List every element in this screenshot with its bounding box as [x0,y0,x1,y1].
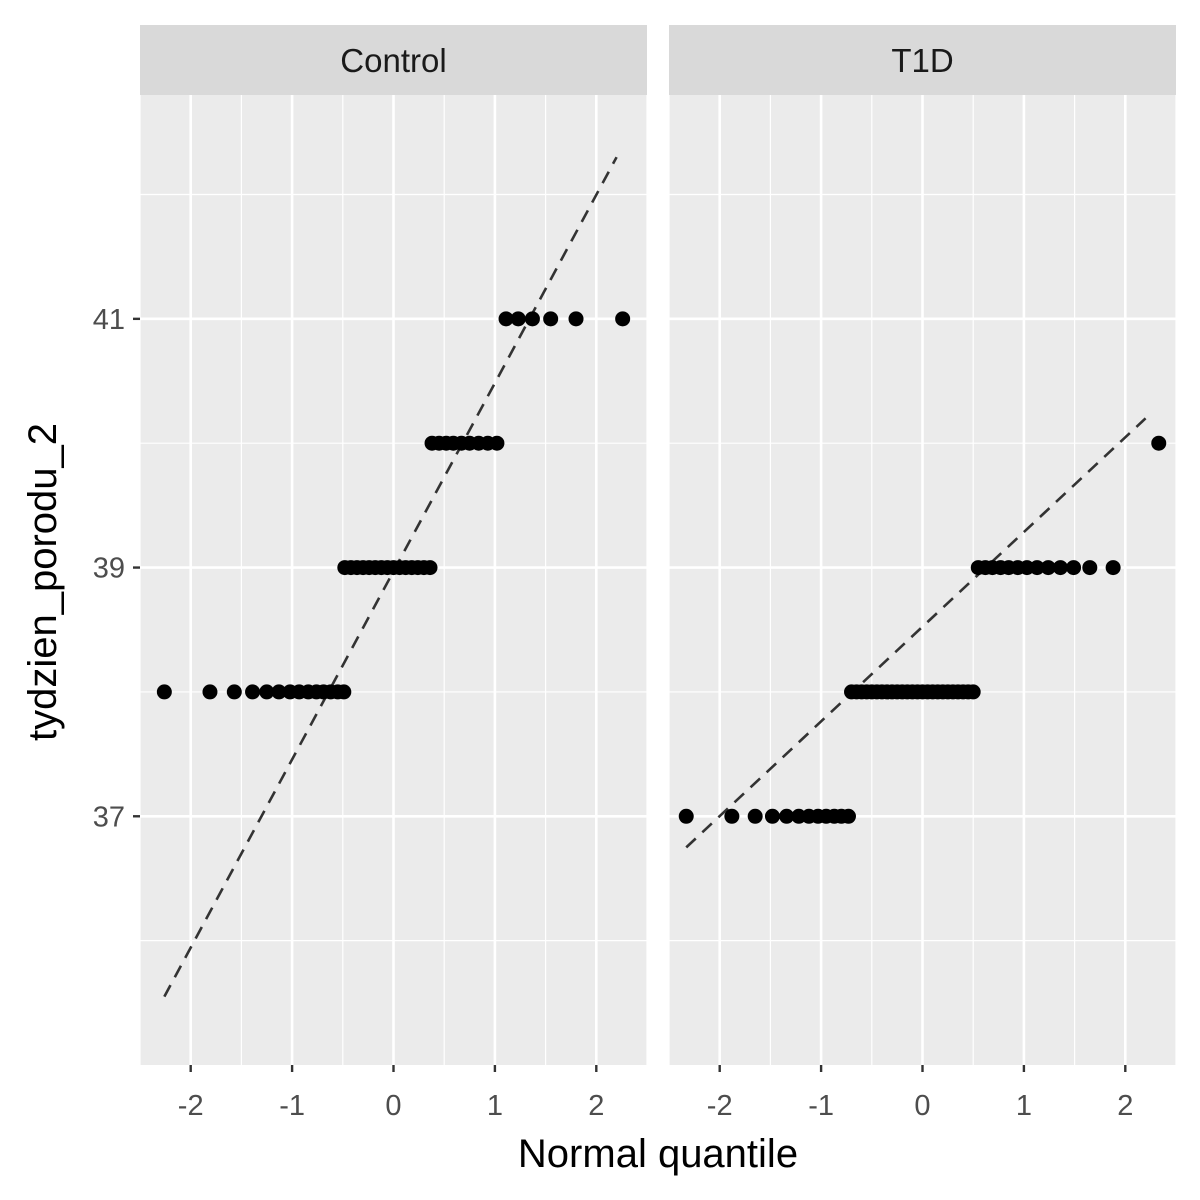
x-tick-label: -2 [707,1090,733,1122]
facet-strip [669,25,1176,95]
y-tick-label: 41 [93,304,125,336]
reference-line [163,156,618,998]
data-point [422,560,438,576]
x-tick-label: 1 [1016,1090,1032,1122]
data-point [524,311,540,327]
data-point [1082,560,1098,576]
y-axis-title: tydzien_porodu_2 [21,423,65,741]
x-axis-title: Normal quantile [518,1132,798,1176]
data-point [1029,560,1045,576]
data-point [543,311,559,327]
data-point [1066,560,1082,576]
data-point [259,684,275,700]
y-axis: 37 39 41 [93,304,140,833]
data-point [1105,560,1121,576]
data-point [840,808,856,824]
x-tick-label: 0 [385,1090,401,1122]
data-point [336,684,352,700]
data-point [1052,560,1068,576]
facet-panel-t1d: T1D -2 -1 0 1 2 [668,25,1177,1122]
facet-strip-label: T1D [891,42,953,79]
data-point [498,311,514,327]
y-tick-label: 37 [93,801,125,833]
data-point [747,808,763,824]
facet-panels: Control -2 -1 0 1 2 T1D -2 -1 0 1 2 [139,25,1177,1122]
x-tick-label: -1 [279,1090,305,1122]
data-point [245,684,261,700]
reference-line [685,417,1147,849]
x-tick-label: 1 [487,1090,503,1122]
facet-panel-control: Control -2 -1 0 1 2 [139,25,648,1122]
data-point [678,808,694,824]
facet-strip-label: Control [340,42,446,79]
data-point [779,808,795,824]
data-point [764,808,780,824]
data-point [568,311,584,327]
x-tick-label: 0 [914,1090,930,1122]
facet-strip [140,25,647,95]
y-tick-label: 39 [93,553,125,585]
data-point [1151,435,1167,451]
data-point [271,684,287,700]
data-point [724,808,740,824]
data-point [965,684,981,700]
x-tick-label: 2 [588,1090,604,1122]
x-tick-label: -1 [808,1090,834,1122]
x-tick-label: -2 [178,1090,204,1122]
data-point [226,684,242,700]
data-point [202,684,218,700]
x-tick-label: 2 [1117,1090,1133,1122]
data-point [489,435,505,451]
data-point [1040,560,1056,576]
data-point [615,311,631,327]
data-point [510,311,526,327]
data-point [156,684,172,700]
